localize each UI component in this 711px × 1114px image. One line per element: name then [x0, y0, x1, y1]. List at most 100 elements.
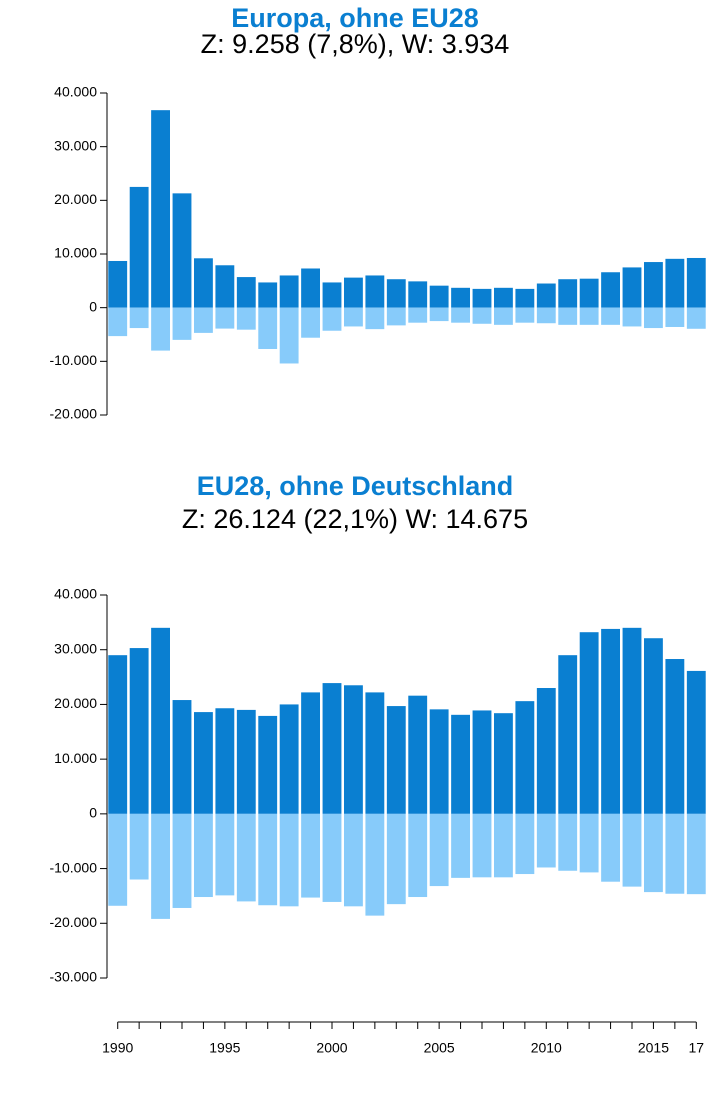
bar	[344, 277, 363, 308]
bar	[472, 813, 492, 878]
y-tick-label: -30.000	[50, 969, 98, 985]
bar	[665, 659, 685, 814]
bar	[429, 307, 449, 322]
bar	[429, 709, 449, 814]
bar	[151, 813, 170, 919]
bar	[386, 706, 406, 814]
bar	[151, 110, 170, 308]
bar	[579, 278, 599, 308]
bar	[258, 813, 278, 906]
bar	[472, 710, 492, 814]
bar	[258, 282, 278, 308]
bar	[279, 704, 299, 814]
y-tick-label: 30.000	[54, 640, 97, 656]
bar	[301, 268, 320, 308]
chart-subtitle: Z: 26.124 (22,1%) W: 14.675	[182, 504, 528, 534]
bar	[665, 307, 685, 327]
bar	[601, 813, 620, 882]
bar	[536, 283, 556, 308]
bar	[194, 813, 213, 898]
bar	[601, 628, 620, 814]
bar	[579, 813, 599, 873]
bar	[129, 813, 149, 880]
bar	[279, 275, 299, 308]
bar	[558, 813, 578, 871]
bar	[344, 307, 363, 327]
x-tick-label: 17	[688, 1040, 704, 1056]
bar	[601, 272, 620, 308]
y-tick-label: 20.000	[54, 191, 97, 207]
bar	[386, 307, 406, 326]
bar	[408, 307, 428, 323]
bar	[365, 275, 385, 308]
bar	[515, 813, 535, 875]
bar	[236, 709, 256, 814]
bar	[558, 307, 578, 325]
bar	[301, 692, 320, 814]
bar	[344, 813, 363, 907]
bar	[279, 813, 299, 907]
bar	[579, 307, 599, 325]
bar	[151, 627, 170, 814]
x-tick-label: 2005	[424, 1040, 455, 1056]
bar	[279, 307, 299, 364]
bar	[408, 281, 428, 308]
y-tick-label: 40.000	[54, 586, 97, 602]
bar	[408, 695, 428, 814]
y-tick-label: 40.000	[54, 84, 97, 100]
bar	[515, 307, 535, 323]
bar	[129, 186, 149, 308]
bar	[322, 683, 342, 814]
bar	[644, 307, 663, 329]
bar	[536, 688, 556, 814]
y-tick-label: 0	[89, 805, 97, 821]
bar	[644, 638, 663, 814]
bar	[151, 307, 170, 351]
bar	[579, 632, 599, 814]
bar	[536, 813, 556, 868]
bar	[494, 307, 513, 325]
bar	[108, 655, 128, 814]
bar	[172, 307, 192, 340]
bar	[301, 813, 320, 898]
chart-title: Europa, ohne EU28	[231, 3, 479, 33]
bar	[494, 287, 513, 308]
x-tick-label: 2015	[638, 1040, 669, 1056]
y-tick-label: 10.000	[54, 245, 97, 261]
bar	[215, 307, 235, 329]
bar	[686, 670, 706, 814]
bar	[108, 813, 128, 906]
bar	[194, 712, 213, 814]
bar	[472, 288, 492, 308]
bar	[194, 307, 213, 333]
bar	[172, 700, 192, 814]
bar	[129, 648, 149, 814]
bar	[108, 260, 128, 308]
bar	[622, 813, 642, 887]
bar	[172, 813, 192, 908]
bar	[494, 813, 513, 878]
bar	[301, 307, 320, 338]
bar	[686, 307, 706, 329]
x-tick-label: 2000	[316, 1040, 347, 1056]
bar	[622, 267, 642, 308]
bar	[665, 813, 685, 894]
bar	[644, 262, 663, 308]
bar	[236, 277, 256, 308]
bar	[644, 813, 663, 893]
bar	[365, 692, 385, 814]
bar	[344, 685, 363, 814]
bar	[622, 627, 642, 814]
bar	[322, 282, 342, 308]
y-tick-label: 0	[89, 298, 97, 314]
bar	[601, 307, 620, 325]
bar	[515, 701, 535, 814]
bar	[622, 307, 642, 327]
bar	[429, 813, 449, 887]
y-tick-label: -10.000	[50, 352, 98, 368]
y-tick-label: 20.000	[54, 695, 97, 711]
bar	[108, 307, 128, 337]
bar	[322, 307, 342, 331]
y-tick-label: -20.000	[50, 914, 98, 930]
